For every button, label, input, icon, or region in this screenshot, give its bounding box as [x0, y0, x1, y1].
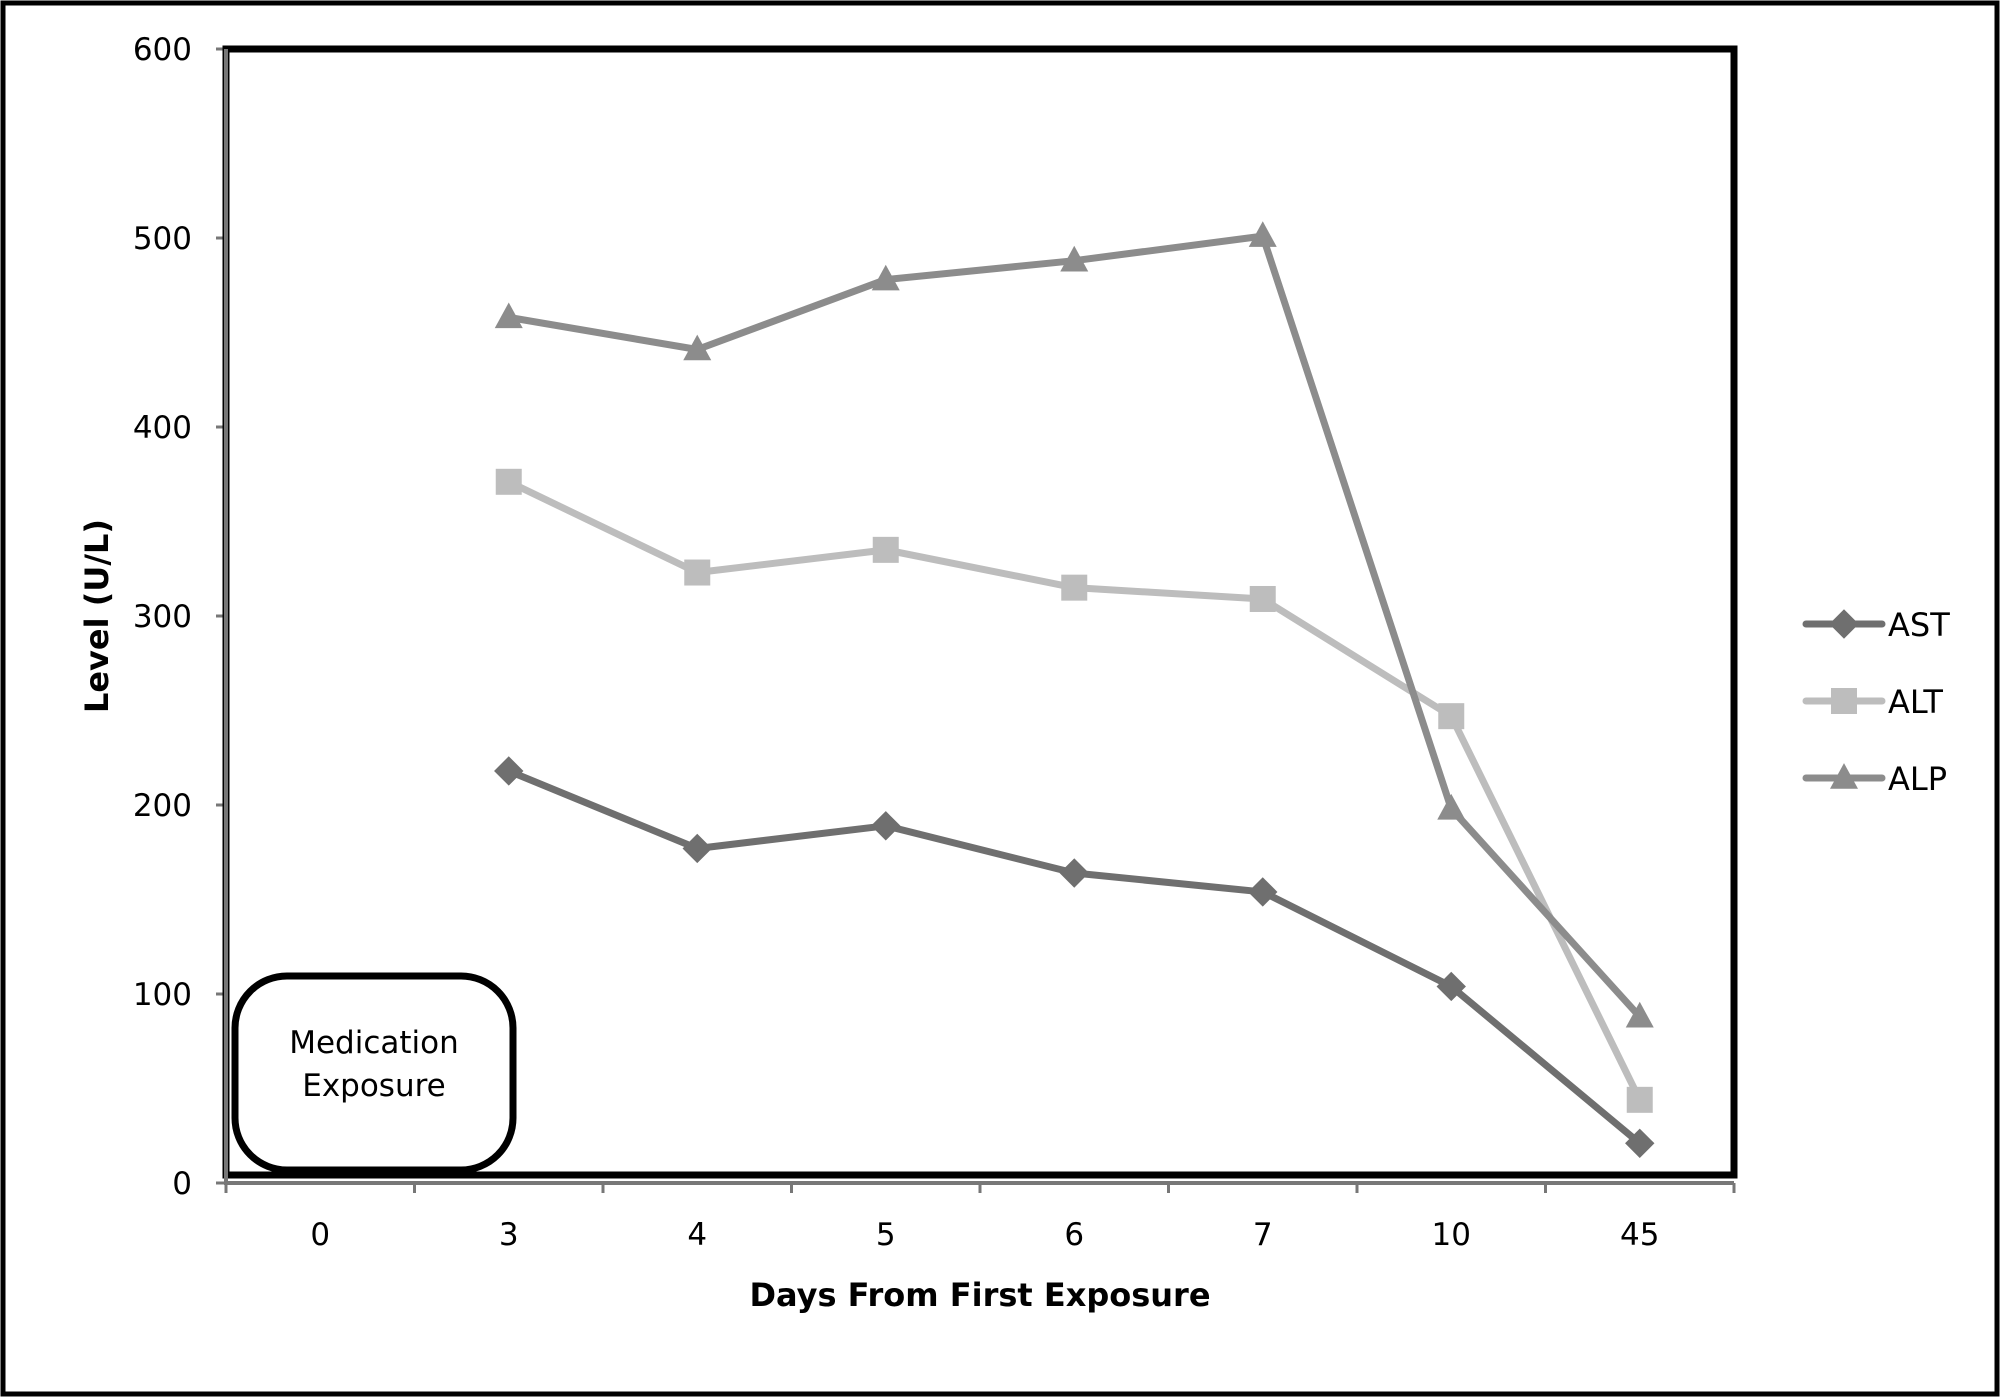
x-tick-label: 0: [310, 1217, 330, 1253]
data-point-ast: [1059, 858, 1089, 888]
legend-label: ALT: [1888, 683, 1943, 721]
legend-marker: [1830, 763, 1858, 789]
x-tick-label: 5: [876, 1217, 896, 1253]
data-point-alp: [871, 264, 900, 291]
series-alp: [494, 221, 1654, 1028]
legend-item-ast: AST: [1802, 606, 1950, 644]
x-tick-label: 10: [1432, 1217, 1471, 1253]
data-point-alt: [495, 468, 522, 495]
data-point-alp: [1625, 1001, 1654, 1028]
x-axis-ticks: 0 3 4 5 6 7 10 45: [224, 1183, 1736, 1253]
y-axis-ticks: 0 100 200 300 400 500 600: [133, 32, 226, 1202]
legend-marker: [1831, 688, 1857, 714]
legend: AST ALT ALP: [1802, 606, 1950, 798]
data-point-alp: [683, 334, 712, 361]
x-axis-title: Days From First Exposure: [749, 1276, 1210, 1314]
x-tick-label: 4: [687, 1217, 707, 1253]
x-tick-label: 3: [499, 1217, 519, 1253]
y-tick-label: 300: [133, 599, 192, 635]
data-point-ast: [1248, 877, 1278, 907]
data-point-alp: [1060, 245, 1089, 272]
data-point-alt: [872, 536, 899, 563]
y-tick-label: 200: [133, 788, 192, 824]
series-ast: [494, 756, 1655, 1159]
data-point-alt: [684, 559, 711, 586]
y-axis-title: Level (U/L): [78, 519, 116, 713]
legend-label: AST: [1888, 606, 1950, 644]
data-point-ast: [1436, 971, 1466, 1002]
x-tick-label: 45: [1620, 1217, 1659, 1253]
y-tick-label: 600: [133, 32, 192, 68]
data-point-ast: [1625, 1128, 1655, 1159]
callout-box: [231, 972, 517, 1174]
data-point-alp: [1248, 221, 1277, 247]
x-tick-label: 7: [1253, 1217, 1273, 1253]
y-tick-label: 500: [133, 221, 192, 257]
data-point-ast: [682, 833, 712, 864]
legend-marker: [1829, 609, 1859, 639]
data-point-alp: [494, 302, 523, 329]
y-tick-label: 400: [133, 410, 192, 446]
medication-exposure-callout: Medication Exposure: [231, 972, 517, 1174]
y-tick-label: 0: [172, 1166, 192, 1202]
legend-item-alt: ALT: [1802, 683, 1943, 721]
legend-label: ALP: [1888, 760, 1947, 798]
data-point-ast: [494, 756, 524, 786]
data-point-alt: [1438, 703, 1465, 730]
series-layer: [494, 221, 1655, 1159]
series-alt: [495, 468, 1653, 1113]
data-point-alp: [1437, 793, 1466, 820]
data-point-alt: [1249, 585, 1276, 612]
data-point-alt: [1061, 574, 1088, 601]
legend-item-alp: ALP: [1802, 760, 1947, 798]
callout-line-1: Medication: [289, 1025, 459, 1061]
data-point-ast: [871, 811, 901, 841]
y-tick-label: 100: [133, 977, 192, 1013]
data-point-alt: [1626, 1086, 1653, 1113]
callout-line-2: Exposure: [302, 1068, 446, 1104]
x-tick-label: 6: [1064, 1217, 1084, 1253]
